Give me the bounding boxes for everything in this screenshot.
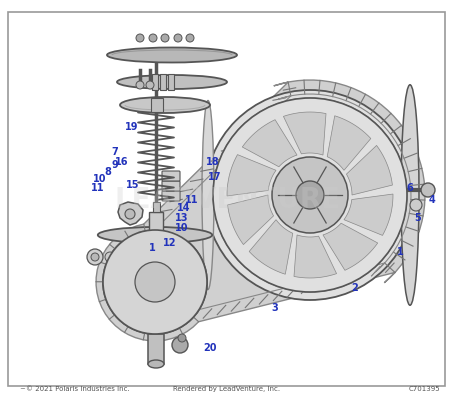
Polygon shape — [283, 112, 326, 155]
Circle shape — [136, 81, 144, 89]
Polygon shape — [118, 202, 143, 225]
FancyBboxPatch shape — [148, 334, 164, 364]
Text: 14: 14 — [177, 203, 191, 213]
Polygon shape — [228, 195, 273, 244]
Circle shape — [296, 181, 324, 209]
Polygon shape — [346, 146, 392, 195]
Text: 18: 18 — [206, 157, 220, 167]
Text: 13: 13 — [175, 213, 189, 223]
Ellipse shape — [107, 48, 237, 62]
Text: 10: 10 — [175, 223, 189, 233]
Polygon shape — [296, 235, 342, 280]
Text: 7: 7 — [111, 147, 118, 157]
Circle shape — [125, 209, 135, 219]
Polygon shape — [323, 223, 378, 270]
Circle shape — [186, 34, 194, 42]
Circle shape — [213, 98, 407, 292]
Polygon shape — [344, 194, 393, 235]
Polygon shape — [294, 235, 337, 278]
Ellipse shape — [117, 75, 227, 89]
FancyBboxPatch shape — [141, 247, 148, 254]
Text: 9: 9 — [111, 160, 118, 170]
Circle shape — [149, 34, 157, 42]
Text: 15: 15 — [126, 180, 140, 190]
Polygon shape — [242, 120, 297, 167]
Text: 3: 3 — [272, 303, 278, 313]
Ellipse shape — [148, 360, 164, 368]
Text: 11: 11 — [91, 183, 105, 193]
Circle shape — [111, 278, 119, 286]
Text: 11: 11 — [185, 195, 199, 205]
Text: 8: 8 — [105, 167, 111, 177]
Circle shape — [384, 179, 406, 201]
Circle shape — [213, 98, 407, 292]
Circle shape — [272, 157, 348, 233]
Circle shape — [133, 260, 177, 304]
Polygon shape — [238, 119, 297, 168]
Polygon shape — [249, 220, 294, 278]
Polygon shape — [226, 195, 274, 250]
Text: C701395: C701395 — [409, 386, 440, 392]
Circle shape — [103, 230, 207, 334]
Text: 10: 10 — [93, 174, 107, 184]
Circle shape — [135, 262, 175, 302]
Text: 4: 4 — [429, 195, 435, 205]
Circle shape — [161, 34, 169, 42]
Text: LEADVENTURE: LEADVENTURE — [115, 186, 341, 214]
Polygon shape — [323, 222, 382, 271]
Circle shape — [136, 34, 144, 42]
Ellipse shape — [401, 85, 419, 305]
Polygon shape — [344, 189, 395, 234]
Circle shape — [91, 253, 99, 261]
Polygon shape — [249, 220, 293, 274]
Text: 19: 19 — [125, 122, 139, 132]
FancyBboxPatch shape — [151, 98, 163, 112]
Text: 20: 20 — [203, 343, 217, 353]
Polygon shape — [326, 112, 370, 170]
FancyBboxPatch shape — [162, 181, 180, 191]
Text: 5: 5 — [415, 213, 421, 223]
Circle shape — [421, 183, 435, 197]
FancyBboxPatch shape — [152, 74, 158, 90]
Circle shape — [296, 181, 324, 209]
Circle shape — [178, 334, 186, 342]
Polygon shape — [327, 116, 371, 170]
Circle shape — [410, 199, 422, 211]
Text: 16: 16 — [115, 157, 129, 167]
Circle shape — [105, 252, 115, 262]
Text: Rendered by LeadVenture, Inc.: Rendered by LeadVenture, Inc. — [173, 386, 281, 392]
FancyBboxPatch shape — [126, 247, 138, 254]
FancyBboxPatch shape — [153, 202, 160, 212]
Circle shape — [145, 272, 165, 292]
Text: 1: 1 — [149, 243, 155, 253]
FancyBboxPatch shape — [162, 171, 180, 181]
Text: ~© 2021 Polaris Industries Inc.: ~© 2021 Polaris Industries Inc. — [20, 386, 130, 392]
Ellipse shape — [202, 100, 214, 290]
Polygon shape — [96, 80, 425, 341]
Text: 12: 12 — [163, 238, 177, 248]
Circle shape — [205, 90, 415, 300]
Ellipse shape — [120, 97, 210, 113]
Circle shape — [174, 34, 182, 42]
Polygon shape — [225, 156, 276, 201]
Ellipse shape — [98, 227, 212, 243]
Circle shape — [146, 81, 154, 89]
FancyBboxPatch shape — [160, 74, 166, 90]
Text: 2: 2 — [352, 283, 359, 293]
Circle shape — [172, 337, 188, 353]
Circle shape — [390, 185, 400, 195]
Circle shape — [272, 157, 348, 233]
FancyBboxPatch shape — [162, 191, 180, 201]
Circle shape — [87, 249, 103, 265]
Polygon shape — [346, 140, 394, 195]
FancyBboxPatch shape — [168, 74, 174, 90]
Text: 6: 6 — [407, 183, 414, 193]
FancyBboxPatch shape — [149, 212, 163, 232]
Polygon shape — [227, 155, 276, 196]
Polygon shape — [278, 110, 324, 155]
Text: 17: 17 — [208, 172, 222, 182]
Text: 1: 1 — [397, 247, 404, 257]
Circle shape — [103, 230, 207, 334]
FancyBboxPatch shape — [8, 12, 445, 386]
